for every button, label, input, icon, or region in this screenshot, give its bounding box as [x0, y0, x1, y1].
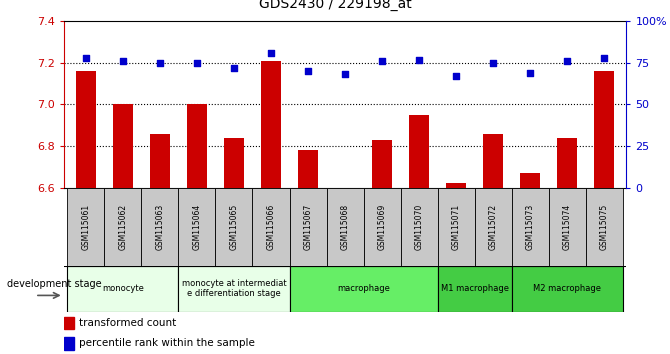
Bar: [474, 188, 512, 266]
Bar: [401, 188, 438, 266]
Text: GSM115062: GSM115062: [119, 204, 127, 250]
Bar: [68, 266, 178, 312]
Point: [192, 60, 202, 66]
Text: M1 macrophage: M1 macrophage: [441, 284, 509, 293]
Bar: [141, 188, 178, 266]
Bar: [64, 316, 74, 329]
Point: [562, 58, 573, 64]
Bar: [216, 188, 253, 266]
Text: development stage: development stage: [7, 279, 101, 289]
Text: GSM115071: GSM115071: [452, 204, 461, 250]
Point: [377, 58, 387, 64]
Bar: [557, 138, 578, 188]
Text: GSM115065: GSM115065: [229, 204, 239, 250]
Bar: [446, 183, 466, 188]
Text: GSM115073: GSM115073: [526, 204, 535, 250]
Bar: [113, 104, 133, 188]
Text: GSM115067: GSM115067: [304, 204, 312, 250]
Bar: [178, 188, 216, 266]
Bar: [105, 188, 141, 266]
Bar: [253, 188, 289, 266]
Bar: [149, 133, 170, 188]
Bar: [178, 266, 289, 312]
Bar: [512, 266, 622, 312]
Text: GSM115064: GSM115064: [192, 204, 202, 250]
Text: GSM115069: GSM115069: [378, 204, 387, 250]
Bar: [224, 138, 244, 188]
Bar: [549, 188, 586, 266]
Text: GDS2430 / 229198_at: GDS2430 / 229198_at: [259, 0, 411, 11]
Bar: [326, 188, 364, 266]
Bar: [64, 337, 74, 350]
Text: GSM115074: GSM115074: [563, 204, 572, 250]
Bar: [76, 71, 96, 188]
Text: percentile rank within the sample: percentile rank within the sample: [80, 338, 255, 348]
Bar: [438, 266, 512, 312]
Point: [265, 50, 276, 56]
Point: [340, 72, 350, 77]
Bar: [298, 150, 318, 188]
Text: GSM115072: GSM115072: [488, 204, 498, 250]
Bar: [364, 188, 401, 266]
Bar: [438, 188, 474, 266]
Bar: [483, 133, 503, 188]
Bar: [372, 140, 392, 188]
Text: monocyte: monocyte: [102, 284, 144, 293]
Text: GSM115075: GSM115075: [600, 204, 609, 250]
Text: GSM115070: GSM115070: [415, 204, 423, 250]
Point: [488, 60, 498, 66]
Point: [228, 65, 239, 71]
Text: M2 macrophage: M2 macrophage: [533, 284, 601, 293]
Text: monocyte at intermediat
e differentiation stage: monocyte at intermediat e differentiatio…: [182, 279, 286, 298]
Bar: [512, 188, 549, 266]
Bar: [187, 104, 207, 188]
Bar: [409, 115, 429, 188]
Bar: [520, 173, 541, 188]
Point: [155, 60, 165, 66]
Bar: [289, 266, 438, 312]
Text: GSM115063: GSM115063: [155, 204, 164, 250]
Bar: [586, 188, 622, 266]
Bar: [68, 188, 105, 266]
Point: [414, 57, 425, 62]
Bar: [261, 61, 281, 188]
Text: GSM115066: GSM115066: [267, 204, 275, 250]
Point: [599, 55, 610, 61]
Point: [117, 58, 128, 64]
Point: [525, 70, 535, 76]
Point: [451, 73, 462, 79]
Point: [80, 55, 91, 61]
Text: transformed count: transformed count: [80, 318, 177, 328]
Text: GSM115061: GSM115061: [81, 204, 90, 250]
Point: [303, 68, 314, 74]
Text: GSM115068: GSM115068: [340, 204, 350, 250]
Bar: [594, 71, 614, 188]
Text: macrophage: macrophage: [337, 284, 390, 293]
Bar: [289, 188, 326, 266]
